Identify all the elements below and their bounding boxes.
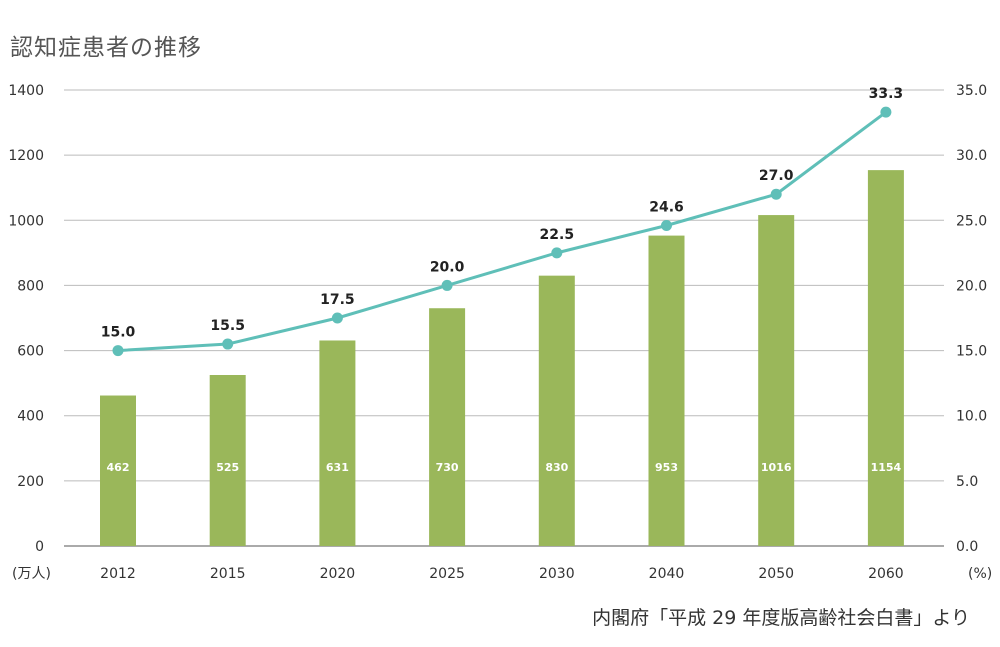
axis-ticks: 0 200 400 600 800 1000 1200 1400 0.0 5.0 10.0 15.0 2… [8,83,987,582]
line-point [880,106,892,118]
line-point [112,345,124,357]
bar [758,215,795,546]
bar [648,235,685,546]
line-point [661,219,672,231]
x-tick-label: 2060 [868,566,904,582]
x-tick-label: 2012 [100,566,136,582]
bar [209,375,246,546]
line-point [222,338,234,350]
line-point-label: 15.5 [210,318,245,334]
y-left-tick-label: 800 [17,278,44,294]
line-path [117,110,887,353]
line-series: 15.0 15.5 17.5 20.0 22.5 24.6 27.0 33.3 [101,86,904,357]
y-left-unit: (万人) [12,566,51,582]
bar-value-label: 1016 [761,461,792,474]
x-tick-label: 2050 [758,566,794,582]
y-left-tick-label: 0 [35,539,44,555]
x-tick-label: 2030 [539,566,575,582]
y-right-tick-label: 30.0 [956,148,987,164]
line-point-label: 24.6 [649,199,684,215]
y-left-tick-label: 600 [17,344,44,360]
x-tick-label: 2040 [649,566,685,582]
line-point-label: 33.3 [869,86,904,102]
bar [538,275,575,546]
y-right-tick-label: 25.0 [956,213,987,229]
bar-value-label: 953 [655,461,678,474]
bar-value-label: 730 [436,461,459,474]
line-point-label: 15.0 [101,325,136,341]
bars: 462 525 631 730 830 953 1016 1154 [100,170,904,546]
x-tick-label: 2025 [429,566,465,582]
y-right-tick-label: 20.0 [956,278,987,294]
line-point-label: 17.5 [320,292,355,308]
chart-svg: 462 525 631 730 830 953 1016 1154 15.0 15.5 17.5 2… [8,83,992,582]
bar [100,395,136,546]
y-right-tick-label: 0.0 [956,539,978,555]
gridlines [64,89,944,547]
bar-value-label: 1154 [871,461,902,474]
line-point [551,247,563,259]
y-left-tick-label: 200 [17,474,44,490]
bar-value-label: 830 [545,461,568,474]
line-point-label: 27.0 [759,168,794,184]
y-left-tick-label: 1000 [8,213,44,229]
bar-value-label: 462 [107,461,130,474]
y-left-tick-label: 1400 [8,83,44,99]
bar-value-label: 631 [326,461,349,474]
line-point-label: 22.5 [540,227,575,243]
y-right-tick-label: 35.0 [956,83,987,99]
line-point-label: 20.0 [430,259,465,275]
source-note: 内閣府「平成 29 年度版高齢社会白書」より [592,607,970,629]
x-tick-label: 2020 [320,566,356,582]
y-right-unit: (%) [968,566,992,582]
line-point [331,312,343,324]
y-right-tick-label: 15.0 [956,344,987,360]
bar-value-label: 525 [216,461,239,474]
x-tick-label: 2015 [210,566,246,582]
bar [429,308,466,546]
y-left-tick-label: 1200 [8,148,44,164]
bar [319,340,356,546]
bar [867,170,904,546]
chart-title: 認知症患者の推移 [10,35,202,61]
y-right-tick-label: 10.0 [956,409,987,425]
line-point [770,188,782,200]
y-right-tick-label: 5.0 [956,474,978,490]
line-point [441,279,453,291]
y-left-tick-label: 400 [17,409,44,425]
